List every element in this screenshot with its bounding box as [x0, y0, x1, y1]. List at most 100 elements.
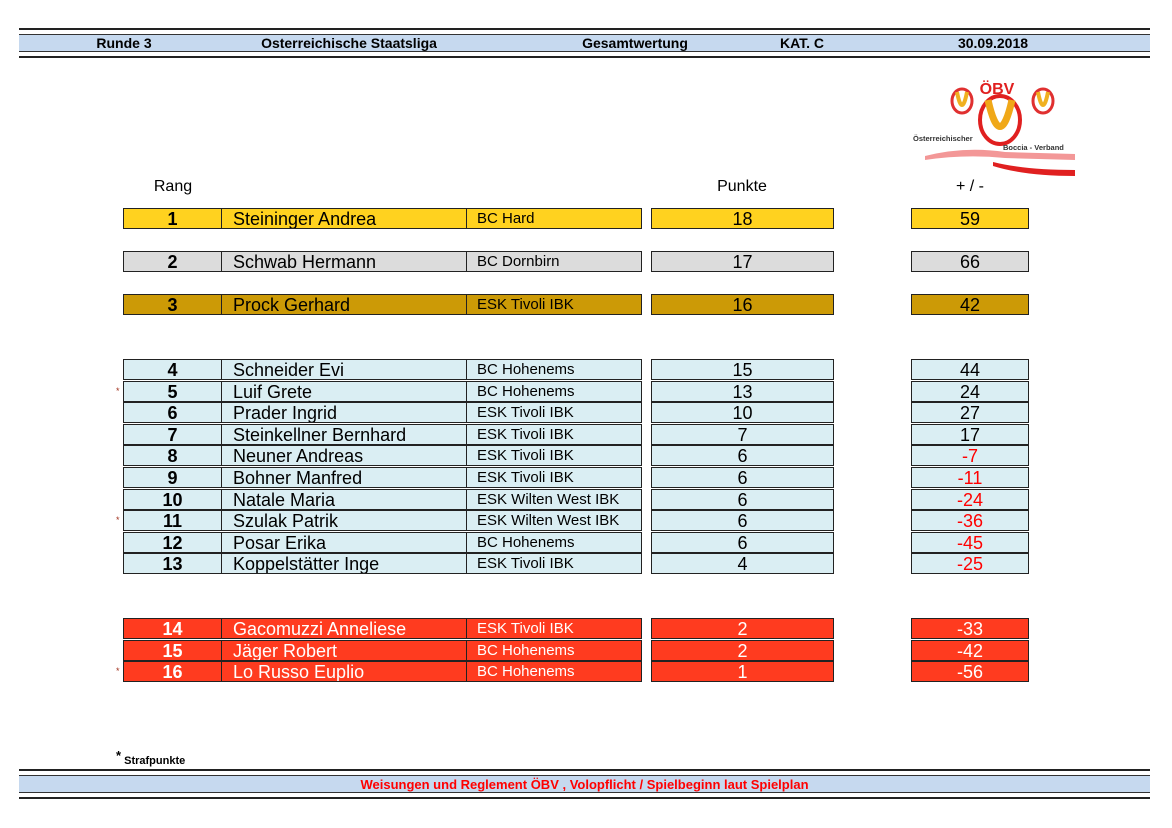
club-cell: BC Hohenems [466, 639, 642, 661]
header-bar: Runde 3 Osterreichische Staatsliga Gesam… [19, 28, 1150, 58]
date-label: 30.09.2018 [957, 35, 1029, 51]
rank-cell: 11 [123, 510, 222, 532]
diff-cell: 44 [911, 359, 1029, 380]
points-cell: 6 [651, 445, 834, 467]
rank-cell: 6 [123, 402, 222, 424]
player-name-cell: Steinkellner Bernhard [221, 423, 467, 445]
diff-cell: 27 [911, 402, 1029, 424]
club-cell: ESK Tivoli IBK [466, 294, 642, 315]
points-cell: 6 [651, 510, 834, 532]
player-name-cell: Szulak Patrik [221, 510, 467, 532]
penalty-legend-text: Strafpunkte [124, 755, 186, 767]
diff-cell: -56 [911, 661, 1029, 683]
diff-cell: 42 [911, 294, 1029, 315]
club-cell: BC Hohenems [466, 531, 642, 553]
club-cell: ESK Tivoli IBK [466, 402, 642, 424]
diff-cell: -36 [911, 510, 1029, 532]
rank-cell: 4 [123, 359, 222, 380]
diff-cell: 59 [911, 208, 1029, 229]
points-cell: 17 [651, 251, 834, 272]
rank-cell: 12 [123, 531, 222, 553]
penalty-legend: * Strafpunkte [116, 748, 185, 767]
rank-cell: 15 [123, 639, 222, 661]
rank-cell: 16 [123, 661, 222, 683]
player-name-cell: Neuner Andreas [221, 445, 467, 467]
club-cell: ESK Tivoli IBK [466, 553, 642, 575]
rank-cell: 2 [123, 251, 222, 272]
diff-cell: -7 [911, 445, 1029, 467]
rank-cell: 1 [123, 208, 222, 229]
points-cell: 6 [651, 488, 834, 510]
diff-cell: -11 [911, 467, 1029, 488]
club-cell: BC Hohenems [466, 359, 642, 380]
club-cell: ESK Tivoli IBK [466, 467, 642, 488]
league-label: Osterreichische Staatsliga [261, 35, 437, 51]
ranking-type-label: Gesamtwertung [582, 35, 688, 51]
club-cell: BC Dornbirn [466, 251, 642, 272]
player-name-cell: Schwab Hermann [221, 251, 467, 272]
rank-cell: 8 [123, 445, 222, 467]
diff-cell: -24 [911, 488, 1029, 510]
penalty-marker: * [116, 385, 120, 396]
rank-cell: 9 [123, 467, 222, 488]
points-cell: 18 [651, 208, 834, 229]
points-column-header: Punkte [717, 178, 767, 195]
club-cell: ESK Wilten West IBK [466, 488, 642, 510]
club-cell: BC Hard [466, 208, 642, 229]
club-cell: ESK Wilten West IBK [466, 510, 642, 532]
points-cell: 4 [651, 553, 834, 575]
rank-cell: 14 [123, 618, 222, 639]
player-name-cell: Koppelstätter Inge [221, 553, 467, 575]
player-name-cell: Gacomuzzi Anneliese [221, 618, 467, 639]
rank-cell: 7 [123, 423, 222, 445]
club-cell: ESK Tivoli IBK [466, 423, 642, 445]
obv-logo: ÖBV Österreichischer Boccia - Verband [905, 78, 1080, 178]
penalty-marker: * [116, 515, 120, 526]
player-name-cell: Schneider Evi [221, 359, 467, 380]
player-name-cell: Bohner Manfred [221, 467, 467, 488]
rank-cell: 5 [123, 380, 222, 402]
points-cell: 13 [651, 380, 834, 402]
player-name-cell: Lo Russo Euplio [221, 661, 467, 683]
diff-cell: 66 [911, 251, 1029, 272]
penalty-marker: * [116, 666, 120, 677]
footer-bar: Weisungen und Reglement ÖBV , Volopflich… [19, 769, 1150, 799]
category-label: KAT. C [779, 35, 825, 51]
points-cell: 2 [651, 618, 834, 639]
player-name-cell: Posar Erika [221, 531, 467, 553]
points-cell: 7 [651, 423, 834, 445]
rank-cell: 13 [123, 553, 222, 575]
diff-cell: -33 [911, 618, 1029, 639]
diff-cell: -45 [911, 531, 1029, 553]
player-name-cell: Luif Grete [221, 380, 467, 402]
points-cell: 6 [651, 531, 834, 553]
player-name-cell: Steininger Andrea [221, 208, 467, 229]
points-cell: 16 [651, 294, 834, 315]
round-label: Runde 3 [96, 35, 152, 51]
svg-text:ÖBV: ÖBV [980, 79, 1015, 98]
points-cell: 1 [651, 661, 834, 683]
player-name-cell: Prader Ingrid [221, 402, 467, 424]
player-name-cell: Prock Gerhard [221, 294, 467, 315]
rank-cell: 3 [123, 294, 222, 315]
points-cell: 15 [651, 359, 834, 380]
footer-text: Weisungen und Reglement ÖBV , Volopflich… [360, 777, 809, 792]
player-name-cell: Natale Maria [221, 488, 467, 510]
rank-column-header: Rang [153, 178, 193, 195]
svg-text:Österreichischer: Österreichischer [913, 134, 973, 143]
player-name-cell: Jäger Robert [221, 639, 467, 661]
club-cell: ESK Tivoli IBK [466, 445, 642, 467]
diff-column-header: + / - [955, 178, 985, 195]
rank-cell: 10 [123, 488, 222, 510]
diff-cell: -25 [911, 553, 1029, 575]
diff-cell: 17 [911, 423, 1029, 445]
diff-cell: 24 [911, 380, 1029, 402]
club-cell: BC Hohenems [466, 661, 642, 683]
club-cell: BC Hohenems [466, 380, 642, 402]
svg-text:Boccia - Verband: Boccia - Verband [1003, 143, 1064, 152]
points-cell: 10 [651, 402, 834, 424]
club-cell: ESK Tivoli IBK [466, 618, 642, 639]
diff-cell: -42 [911, 639, 1029, 661]
points-cell: 6 [651, 467, 834, 488]
points-cell: 2 [651, 639, 834, 661]
